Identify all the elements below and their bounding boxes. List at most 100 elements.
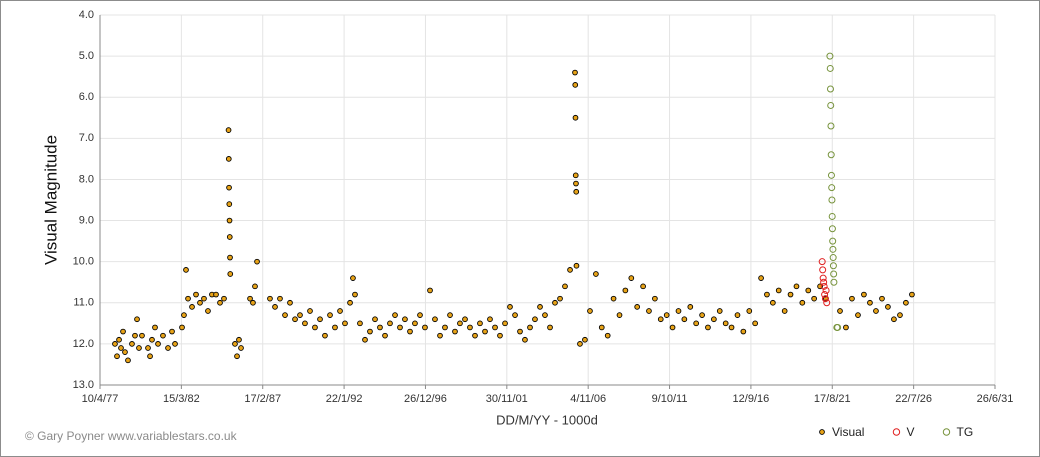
x-tick-label: 17/2/87 [244, 393, 281, 405]
data-point [781, 308, 788, 314]
data-point [352, 291, 358, 298]
data-point [693, 320, 700, 327]
data-point [332, 324, 338, 331]
data-point [557, 295, 563, 302]
data-point [221, 295, 227, 302]
data-point [437, 332, 443, 339]
data-point [734, 312, 741, 318]
y-tick-label: 8.0 [79, 173, 94, 185]
data-point [350, 275, 356, 281]
data-point [377, 324, 383, 331]
data-point [646, 308, 652, 314]
data-point [382, 332, 388, 339]
data-point [347, 299, 353, 306]
data-point [527, 324, 533, 331]
data-point [818, 258, 826, 266]
data-point [247, 295, 253, 302]
x-tick-label: 26/12/96 [404, 393, 447, 405]
data-point [417, 312, 423, 318]
data-point [238, 345, 244, 351]
data-point [422, 324, 428, 331]
y-tick-label: 7.0 [79, 132, 94, 144]
data-point [699, 312, 705, 318]
data-point [885, 304, 891, 310]
data-point [820, 278, 828, 286]
data-point [134, 316, 140, 323]
data-point [819, 274, 827, 282]
data-point [827, 151, 835, 159]
data-point [799, 299, 806, 306]
data-point [292, 316, 298, 323]
data-point [821, 295, 829, 303]
y-tick-label: 10.0 [73, 256, 94, 268]
data-point [252, 283, 258, 290]
data-point [830, 278, 838, 286]
data-point [452, 328, 458, 335]
data-point [122, 349, 128, 355]
y-tick-label: 6.0 [79, 91, 94, 103]
data-point [118, 345, 124, 351]
data-point [457, 320, 463, 327]
data-point [577, 341, 583, 347]
data-point [657, 316, 664, 323]
data-point [407, 328, 413, 335]
data-point [217, 299, 223, 306]
y-tick-label: 5.0 [79, 50, 94, 62]
data-point [830, 270, 838, 278]
credit: © Gary Poyner www.variablestars.co.uk [25, 429, 238, 443]
data-point [129, 341, 135, 347]
x-tick-label: 22/1/92 [326, 393, 363, 405]
data-point [752, 320, 758, 327]
data-point [155, 341, 161, 347]
data-point [234, 353, 240, 360]
data-point [828, 184, 836, 192]
data-point [467, 324, 473, 331]
legend-marker [942, 428, 951, 436]
x-tick-label: 10/4/77 [82, 393, 119, 405]
data-point [342, 320, 348, 327]
data-point [226, 201, 233, 207]
data-point [125, 357, 131, 364]
data-point [582, 336, 588, 343]
data-point [136, 345, 142, 351]
data-point [587, 308, 593, 314]
data-point [317, 316, 323, 323]
data-point [181, 312, 187, 318]
data-point [362, 336, 368, 343]
x-tick-label: 17/8/21 [814, 393, 851, 405]
data-point [402, 316, 408, 323]
data-point [652, 295, 658, 302]
data-point [829, 262, 837, 270]
data-point [152, 324, 158, 331]
data-point [855, 312, 861, 318]
data-point [120, 328, 126, 335]
data-point [327, 312, 333, 318]
data-point [179, 324, 185, 331]
data-point [573, 180, 579, 187]
data-point [572, 82, 579, 88]
data-point [705, 324, 711, 331]
y-tick-label: 12.0 [73, 338, 94, 350]
data-point [828, 212, 836, 220]
data-point [572, 114, 579, 121]
data-point [891, 316, 897, 323]
data-point [837, 308, 843, 314]
data-point [442, 324, 448, 331]
data-point [287, 299, 293, 306]
data-point [663, 312, 670, 318]
data-point [805, 287, 812, 294]
data-point [312, 324, 318, 331]
data-point [225, 156, 232, 162]
legend-label: V [906, 425, 914, 439]
data-point [337, 308, 343, 314]
legend-label: Visual [832, 425, 864, 439]
data-point [357, 320, 363, 327]
data-point [189, 304, 195, 310]
data-point [593, 271, 599, 277]
data-point [512, 312, 518, 318]
data-point [822, 286, 830, 294]
data-point [225, 127, 232, 133]
x-tick-label: 12/9/16 [733, 393, 770, 405]
data-point [226, 184, 232, 191]
